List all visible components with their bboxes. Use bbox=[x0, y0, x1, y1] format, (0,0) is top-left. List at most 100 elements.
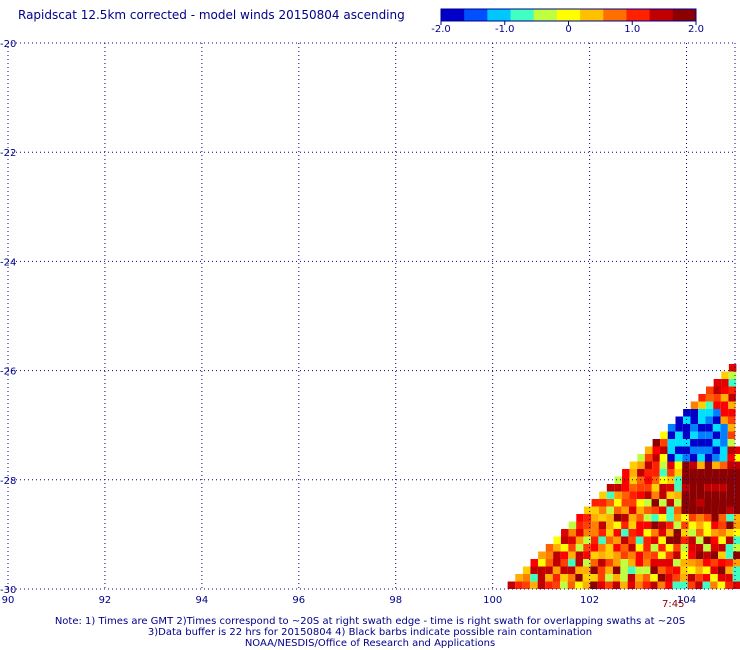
wind-cell bbox=[674, 446, 683, 454]
wind-cell bbox=[636, 506, 644, 514]
wind-cell bbox=[643, 521, 652, 529]
wind-cell bbox=[545, 559, 554, 567]
wind-cell bbox=[627, 566, 636, 574]
wind-cell bbox=[605, 536, 614, 544]
wind-cell bbox=[718, 536, 726, 544]
wind-cell bbox=[658, 551, 666, 559]
wind-cell bbox=[650, 559, 659, 567]
wind-cell bbox=[598, 544, 606, 552]
wind-cell bbox=[659, 484, 667, 492]
wind-cell bbox=[560, 536, 569, 544]
wind-cell bbox=[650, 574, 658, 582]
wind-cell bbox=[672, 574, 681, 582]
wind-cell bbox=[705, 431, 713, 439]
wind-cell bbox=[667, 431, 676, 439]
wind-cell bbox=[695, 581, 703, 589]
wind-cell bbox=[613, 544, 621, 552]
wind-cell bbox=[711, 529, 719, 537]
swath-time-label: 7:45 bbox=[661, 599, 685, 610]
wind-cell bbox=[658, 536, 666, 544]
wind-cell bbox=[698, 401, 706, 409]
wind-cell bbox=[658, 521, 667, 529]
wind-cell bbox=[720, 401, 729, 409]
wind-cell bbox=[704, 469, 713, 477]
wind-cell bbox=[583, 544, 591, 552]
wind-cell bbox=[688, 536, 696, 544]
wind-cell bbox=[553, 544, 561, 552]
wind-cell bbox=[605, 551, 614, 559]
wind-cell bbox=[635, 551, 644, 559]
wind-cell bbox=[688, 551, 696, 559]
wind-cell bbox=[673, 514, 682, 522]
colorbar-segment bbox=[580, 9, 604, 21]
wind-cell bbox=[567, 581, 576, 589]
wind-cell bbox=[657, 581, 666, 589]
wind-cell bbox=[733, 551, 740, 559]
longitude-label: 94 bbox=[195, 595, 208, 606]
wind-cell bbox=[721, 379, 729, 387]
wind-cell bbox=[606, 484, 615, 492]
wind-cell bbox=[637, 469, 645, 477]
wind-cell bbox=[719, 446, 728, 454]
wind-cell bbox=[675, 416, 683, 424]
wind-cell bbox=[636, 521, 644, 529]
wind-cell bbox=[597, 574, 606, 582]
wind-cell bbox=[530, 559, 539, 567]
wind-cell bbox=[657, 574, 666, 582]
wind-cell bbox=[637, 461, 645, 469]
wind-cell bbox=[597, 581, 606, 589]
wind-cell bbox=[680, 544, 689, 552]
wind-cell bbox=[680, 536, 689, 544]
wind-cell bbox=[703, 536, 711, 544]
wind-cell bbox=[613, 551, 621, 559]
wind-cell bbox=[629, 469, 638, 477]
wind-cell bbox=[636, 514, 644, 522]
wind-cell bbox=[598, 559, 606, 567]
wind-cell bbox=[635, 574, 643, 582]
wind-cell bbox=[652, 446, 660, 454]
wind-cell bbox=[726, 506, 734, 514]
wind-cell bbox=[718, 544, 726, 552]
longitude-label: 104 bbox=[677, 595, 696, 606]
wind-cell bbox=[635, 559, 644, 567]
wind-cell bbox=[545, 581, 553, 589]
wind-cell bbox=[644, 469, 653, 477]
wind-cell bbox=[628, 544, 636, 552]
wind-cell bbox=[665, 566, 673, 574]
wind-cell bbox=[680, 574, 688, 582]
wind-cell bbox=[598, 551, 606, 559]
wind-cell bbox=[652, 439, 661, 447]
wind-cell bbox=[681, 484, 690, 492]
wind-cell bbox=[628, 536, 636, 544]
wind-cell bbox=[651, 521, 659, 529]
wind-cell bbox=[552, 581, 561, 589]
wind-cell bbox=[717, 566, 726, 574]
wind-cell bbox=[690, 416, 698, 424]
wind-cell bbox=[706, 386, 714, 394]
wind-cell bbox=[673, 529, 682, 537]
wind-cell bbox=[688, 544, 696, 552]
wind-cell bbox=[717, 574, 726, 582]
wind-cell bbox=[545, 551, 554, 559]
wind-cell bbox=[612, 566, 621, 574]
wind-cell bbox=[734, 499, 740, 507]
wind-cell bbox=[582, 581, 591, 589]
wind-cell bbox=[643, 536, 651, 544]
wind-cell bbox=[712, 416, 721, 424]
wind-cell bbox=[621, 476, 630, 484]
wind-cell bbox=[689, 469, 698, 477]
latitude-label: -26 bbox=[0, 367, 16, 378]
wind-cell bbox=[636, 499, 645, 507]
wind-cell bbox=[560, 566, 568, 574]
wind-cell bbox=[713, 394, 721, 402]
wind-cell bbox=[667, 469, 675, 477]
wind-cell bbox=[553, 551, 561, 559]
note-line-3: NOAA/NESDIS/Office of Research and Appli… bbox=[244, 638, 496, 649]
wind-cell bbox=[673, 551, 681, 559]
wind-cell bbox=[727, 416, 736, 424]
wind-cell bbox=[674, 454, 683, 462]
wind-cell bbox=[682, 446, 690, 454]
wind-cell bbox=[651, 499, 660, 507]
wind-cell bbox=[538, 559, 546, 567]
wind-cell bbox=[704, 499, 712, 507]
